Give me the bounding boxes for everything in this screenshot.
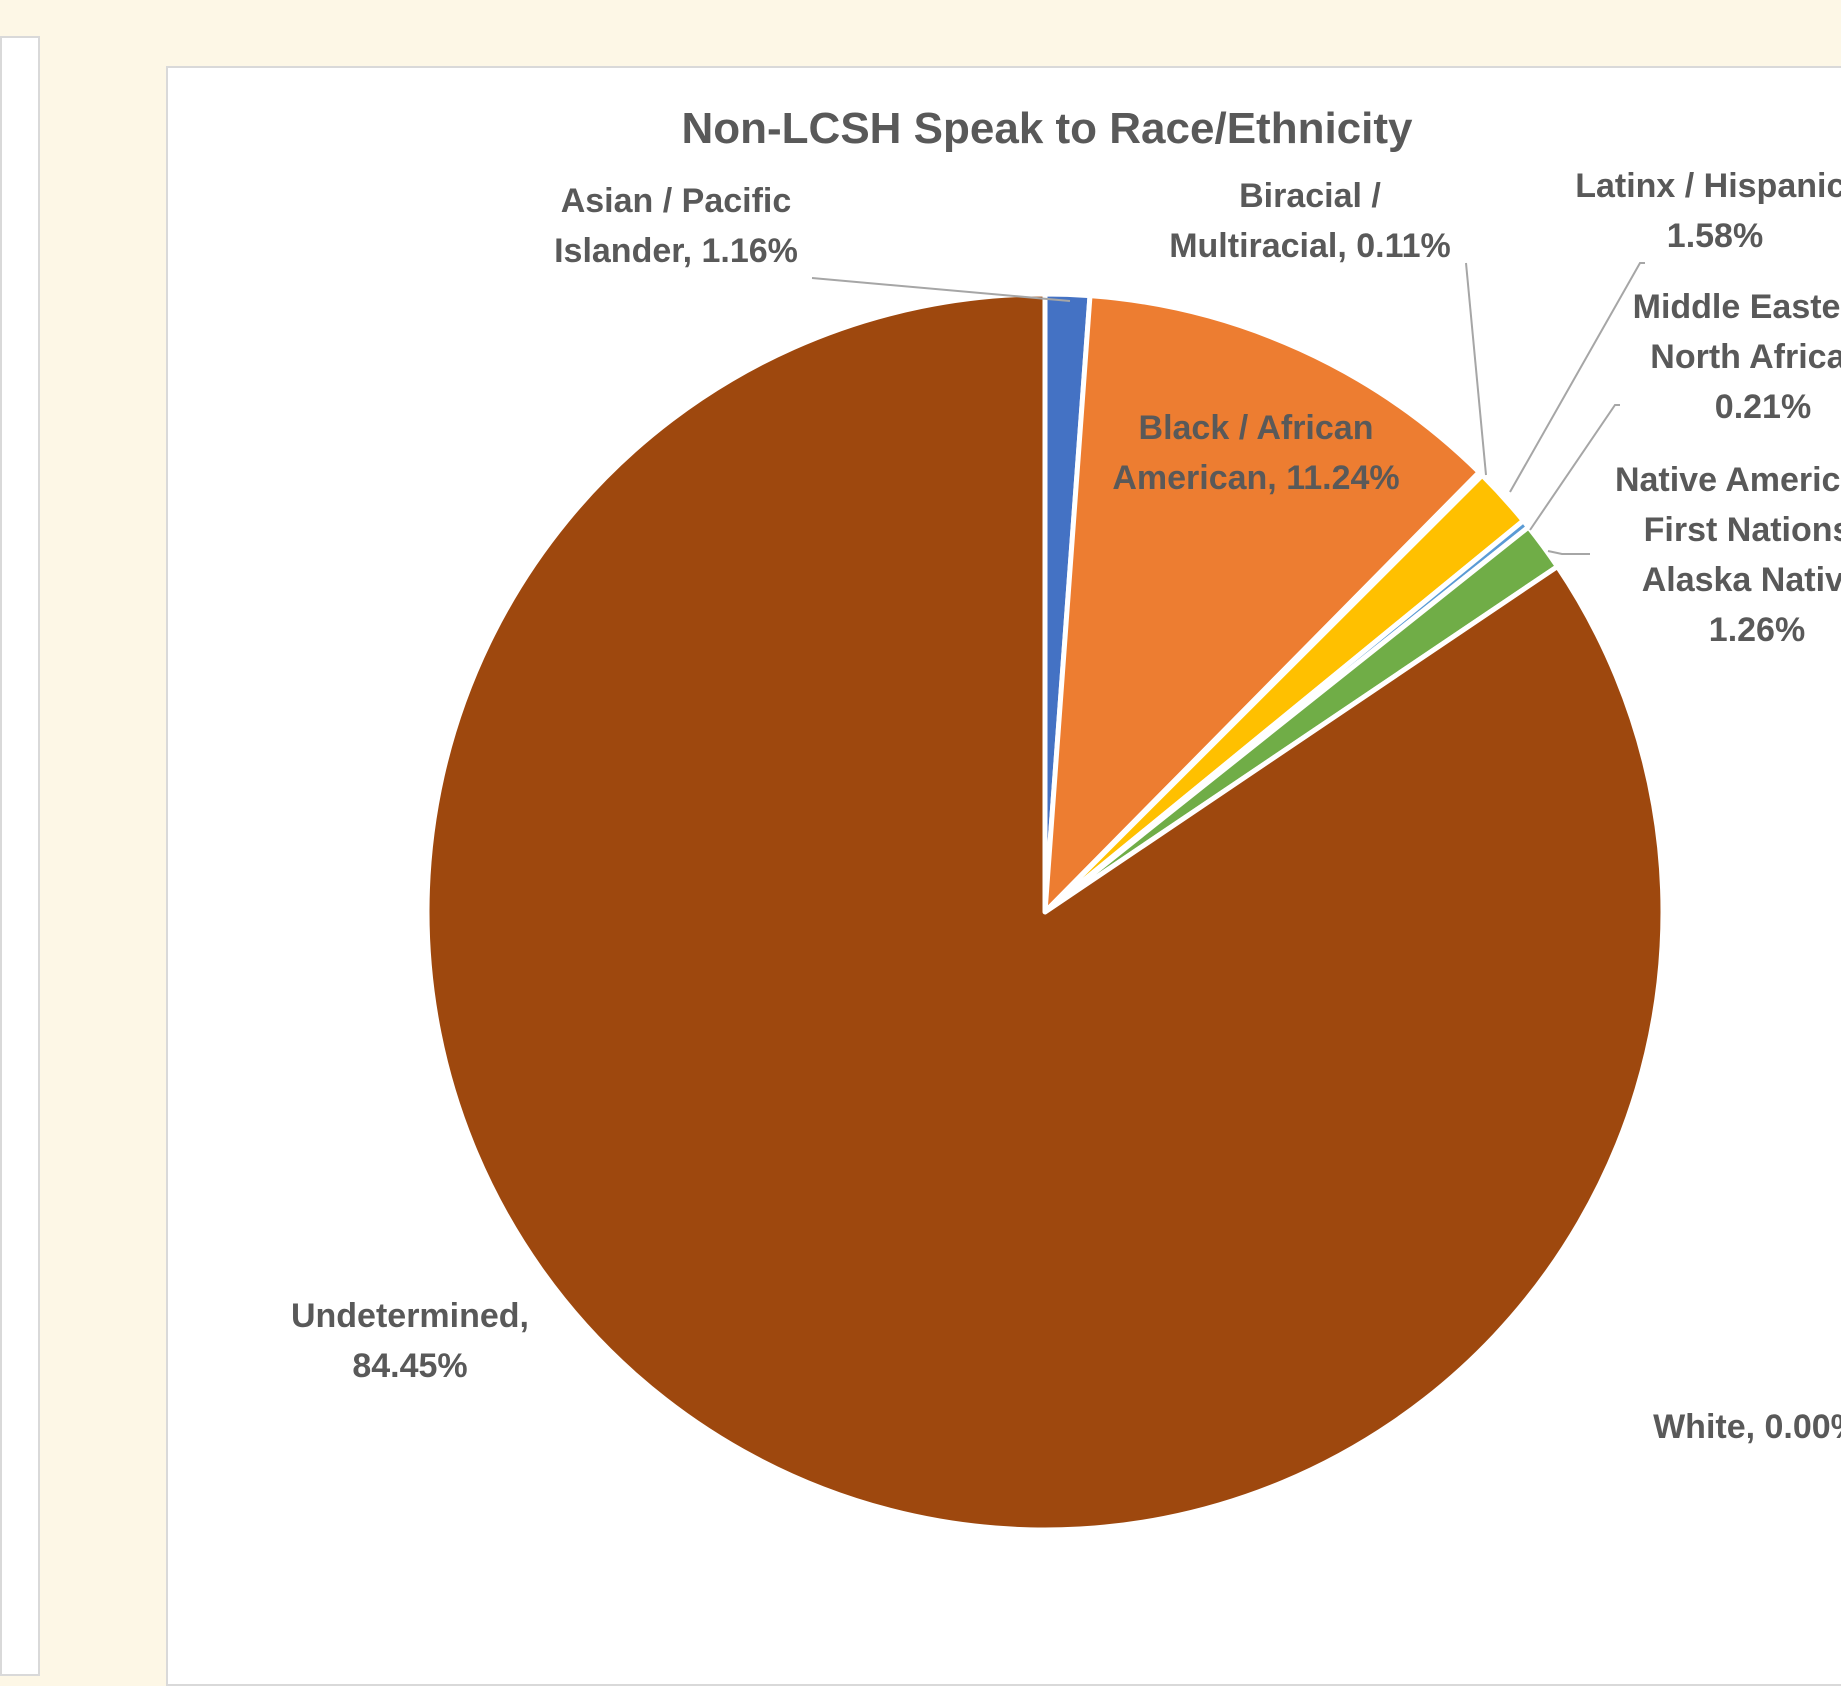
pie-slices: [424, 291, 1666, 1533]
data-label-asian-pacific-islander: Asian / Pacific Islander, 1.16%: [554, 182, 798, 270]
leader-line-latinx-hispanic: [1509, 262, 1645, 493]
leader-line-biracial-multiracial: [1465, 262, 1487, 476]
slice-black-african-american: [1042, 293, 1482, 915]
data-label-white: White, 0.00%: [1653, 1408, 1841, 1446]
leader-line-middle-eastern-north-african: [1529, 404, 1620, 531]
chart-title: Non-LCSH Speak to Race/Ethnicity: [681, 104, 1413, 153]
leader-line-native-american-first-nations-alaska-native: [1547, 550, 1590, 555]
leader-lines: [811, 262, 1645, 555]
data-label-undetermined: Undetermined, 84.45%: [291, 1297, 529, 1385]
data-label-biracial-multiracial: Biracial / Multiracial, 0.11%: [1169, 177, 1451, 265]
data-label-native-american-first-nations-alaska-native: Native American /First Nations /Alaska N…: [1615, 461, 1841, 649]
pie-chart: Non-LCSH Speak to Race/Ethnicity Asian /…: [290, 104, 1841, 1533]
data-labels: Asian / Pacific Islander, 1.16% Black / Af…: [291, 167, 1841, 1446]
left-panel: [0, 36, 40, 1676]
slice-undetermined: [424, 291, 1666, 1533]
data-label-black-african-american: Black / African American, 11.24%: [1112, 409, 1399, 497]
data-label-middle-eastern-north-african: Middle Eastern /North African,0.21%: [1633, 288, 1841, 426]
data-label-latinx-hispanic: Latinx / Hispanic, 1.58%: [1575, 167, 1841, 255]
leader-line-asian-pacific-islander: [811, 277, 1071, 302]
